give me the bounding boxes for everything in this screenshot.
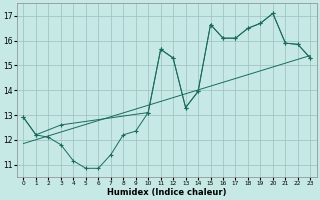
X-axis label: Humidex (Indice chaleur): Humidex (Indice chaleur): [107, 188, 227, 197]
